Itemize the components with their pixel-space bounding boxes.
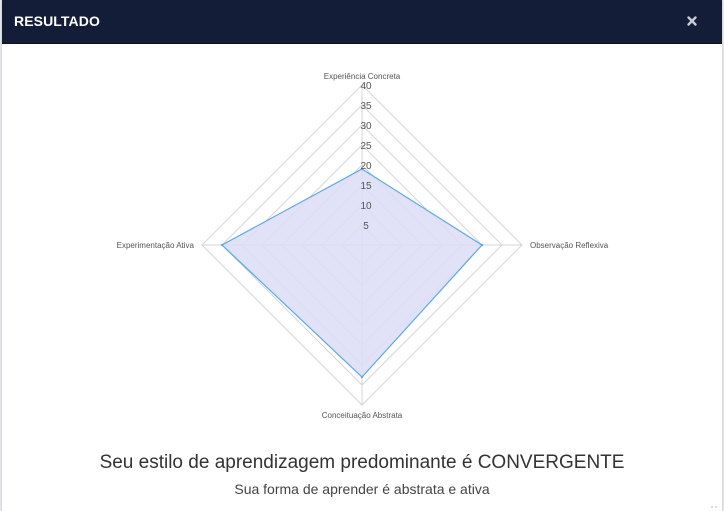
tick-label: 15: [360, 181, 372, 192]
tick-label: 10: [360, 201, 372, 212]
tick-label: 30: [360, 121, 372, 132]
close-button[interactable]: [682, 11, 702, 31]
data-point: [220, 243, 224, 247]
tick-label: 25: [360, 141, 372, 152]
axis-label: Experimentação Ativa: [117, 241, 195, 250]
data-point: [360, 167, 364, 171]
axis-label: Experiência Concreta: [324, 72, 401, 81]
modal-title: RESULTADO: [14, 13, 100, 29]
axis-label: Conceituação Abstrata: [322, 411, 403, 420]
axis-label: Observação Reflexiva: [530, 241, 609, 250]
modal-header: RESULTADO: [2, 0, 722, 44]
resize-handle-icon: [711, 506, 717, 508]
tick-label: 40: [360, 81, 372, 92]
tick-label: 20: [360, 161, 372, 172]
result-headline: Seu estilo de aprendizagem predominante …: [99, 452, 625, 473]
result-subtitle: Sua forma de aprender é abstrata e ativa: [234, 481, 490, 497]
modal-body: 5 10 15 20 25 30 35 40 Experiência Concreta Obser…: [2, 44, 722, 511]
data-point: [360, 375, 364, 379]
close-icon[interactable]: [682, 11, 702, 31]
data-series-area: [220, 168, 483, 378]
tick-label: 35: [360, 101, 372, 112]
tick-label: 5: [363, 221, 369, 232]
data-point: [480, 243, 484, 247]
